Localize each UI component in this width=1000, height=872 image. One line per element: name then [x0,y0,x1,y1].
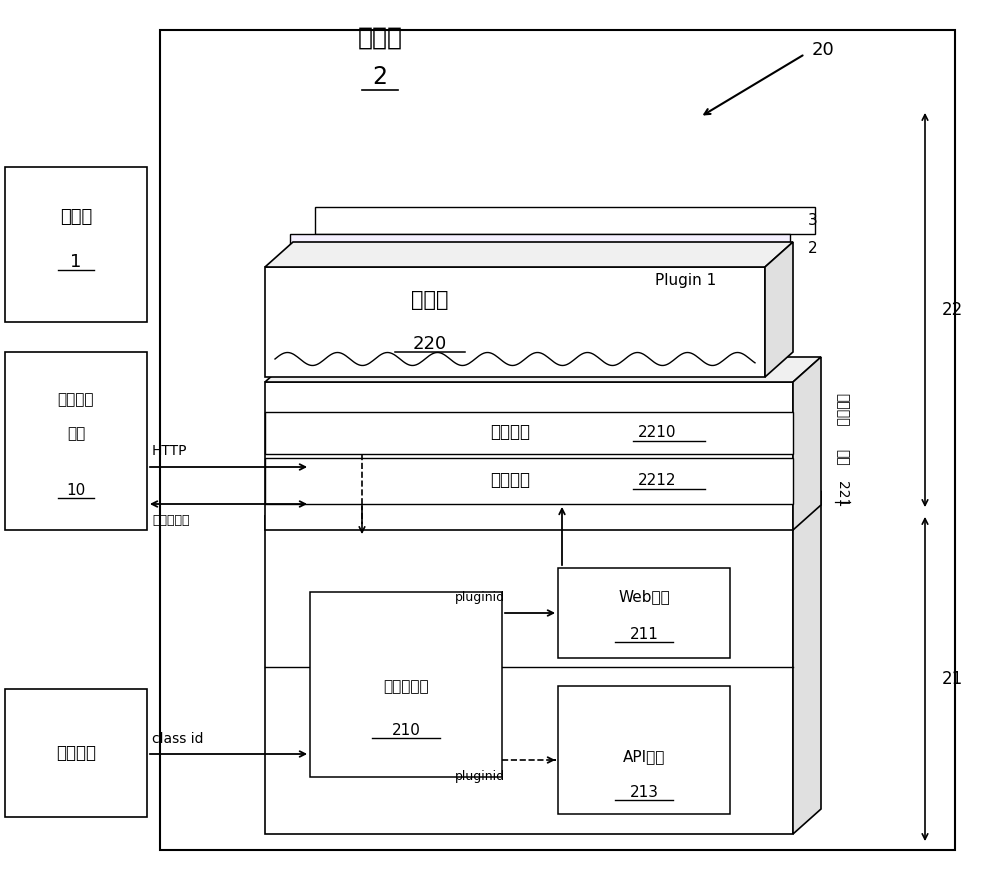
Polygon shape [265,242,793,267]
Polygon shape [265,491,821,516]
Text: 服务端: 服务端 [60,208,92,226]
Text: 2212: 2212 [638,473,676,487]
Text: 插件接口: 插件接口 [490,423,530,441]
Polygon shape [765,242,793,377]
Text: 框架接口: 框架接口 [490,471,530,489]
Text: 插件管理器: 插件管理器 [383,679,429,694]
Text: 插件框架: 插件框架 [835,393,849,426]
Text: 211: 211 [630,626,658,642]
Polygon shape [265,267,765,377]
Polygon shape [793,357,821,530]
Bar [160,30,955,850]
Text: 20: 20 [812,41,835,59]
Bar [558,686,730,814]
Polygon shape [265,516,793,834]
Text: 页面触发: 页面触发 [56,744,96,762]
Bar [5,352,147,530]
Text: pluginid: pluginid [455,591,505,604]
Text: 客户端: 客户端 [358,26,402,50]
Text: 工具: 工具 [67,426,85,441]
Text: class id: class id [152,732,204,746]
Text: 加密数据包: 加密数据包 [152,514,190,527]
Text: 打包加密: 打包加密 [58,392,94,407]
Text: 1: 1 [70,253,82,271]
Text: 2: 2 [808,241,818,255]
Bar [290,234,790,262]
Text: 10: 10 [66,482,86,498]
Text: 3: 3 [808,213,818,228]
Text: pluginid: pluginid [455,770,505,783]
Text: 210: 210 [392,723,420,738]
Bar [558,568,730,658]
Text: Plugin 1: Plugin 1 [655,273,716,288]
Polygon shape [265,357,821,382]
Text: 22: 22 [942,301,963,319]
Polygon shape [793,491,821,834]
Text: 插件库: 插件库 [411,290,449,310]
Text: 213: 213 [630,785,658,800]
Bar [5,689,147,817]
Text: 模块: 模块 [835,448,849,466]
Text: API模块: API模块 [623,750,665,765]
Text: 221: 221 [835,480,849,508]
Text: HTTP: HTTP [152,444,188,458]
Bar [5,167,147,322]
Bar [310,592,502,777]
Bar [265,412,793,454]
Text: 21: 21 [942,670,963,688]
Text: 220: 220 [413,335,447,353]
Text: 2: 2 [372,65,388,89]
Polygon shape [265,382,793,530]
Text: Web引擎: Web引擎 [618,589,670,604]
Bar [265,458,793,504]
Bar [315,207,815,234]
Text: 2210: 2210 [638,425,676,439]
